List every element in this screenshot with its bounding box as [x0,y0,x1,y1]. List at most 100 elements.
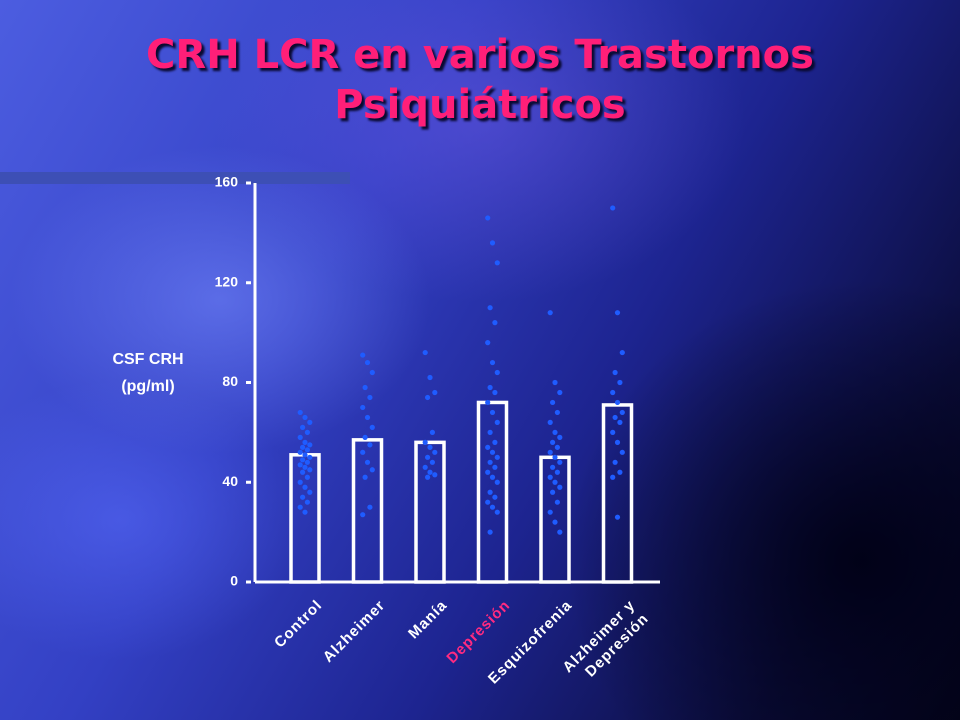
data-point [304,459,310,465]
data-point [422,349,428,356]
data-point [489,504,496,510]
decor-band [0,172,350,184]
data-point [612,414,618,421]
data-point [550,464,556,470]
bar [351,438,384,584]
data-point [554,409,561,416]
data-point [432,389,438,396]
data-point [612,369,618,376]
data-point [494,260,500,266]
data-point [297,504,303,510]
data-point [307,442,313,448]
data-point [360,512,366,518]
data-point [547,449,553,455]
data-point [550,489,556,495]
data-point [617,379,623,386]
data-point [547,509,553,515]
data-point [612,459,618,465]
data-point [494,369,500,376]
data-point [302,414,308,421]
data-point [302,464,308,470]
data-point [427,374,433,381]
data-point [554,469,561,475]
data-point [489,240,496,246]
data-point [362,474,368,480]
data-point [302,509,308,515]
data-point [619,449,625,455]
data-point [494,454,500,460]
bar [476,400,509,584]
data-point [557,389,563,396]
data-point [425,474,431,480]
data-point [547,419,553,425]
data-point [494,419,500,425]
data-point [619,349,625,356]
data-point [492,494,498,500]
data-point [307,467,313,473]
data-point [492,389,498,396]
data-point [307,454,313,460]
data-point [304,474,310,480]
data-point [362,434,368,440]
y-tick-label: 0 [230,573,238,589]
data-point [364,359,371,366]
data-point [552,519,558,525]
data-point [492,464,498,470]
data-point [619,409,625,416]
data-point [489,409,496,416]
data-point [487,384,493,391]
data-point [300,424,306,430]
data-point [489,449,496,455]
data-point [297,462,303,468]
bar [289,453,321,584]
data-point [297,449,303,455]
data-point [610,205,616,211]
data-point [550,399,556,406]
data-point [485,399,491,406]
data-point [552,479,558,485]
data-point [487,429,493,435]
data-point [297,409,303,416]
data-point [369,424,375,430]
y-tick-label: 120 [215,273,239,289]
data-point [304,447,310,453]
data-point [304,429,310,435]
data-point [485,215,491,221]
data-point [492,439,498,445]
data-point [429,459,435,465]
data-point [617,469,623,475]
data-point [557,529,563,535]
data-point [552,429,558,435]
data-point [552,454,558,460]
data-point [300,494,306,500]
data-point [369,467,375,473]
data-point [302,484,308,490]
data-point [487,489,493,495]
data-point [554,499,561,505]
data-point [485,444,491,450]
data-point [557,434,563,440]
y-axis-label: CSF CRH (pg/ml) [112,351,184,395]
data-point [307,419,313,425]
data-point [427,469,433,475]
data-point [485,340,491,346]
slide-title: CRH LCR en varios Trastornos Psiquiátric… [146,32,814,128]
data-point [425,454,431,460]
data-point [307,489,313,495]
data-point [362,384,368,391]
data-point [487,459,493,465]
data-point [302,452,308,458]
data-point [485,499,491,505]
data-point [300,444,306,450]
data-point [300,469,306,475]
y-tick-label: 40 [222,473,238,489]
data-point [364,459,371,465]
data-point [367,394,373,401]
data-point [427,444,433,450]
data-point [610,474,616,480]
data-point [550,439,556,445]
data-point [360,449,366,455]
data-point [614,310,621,316]
